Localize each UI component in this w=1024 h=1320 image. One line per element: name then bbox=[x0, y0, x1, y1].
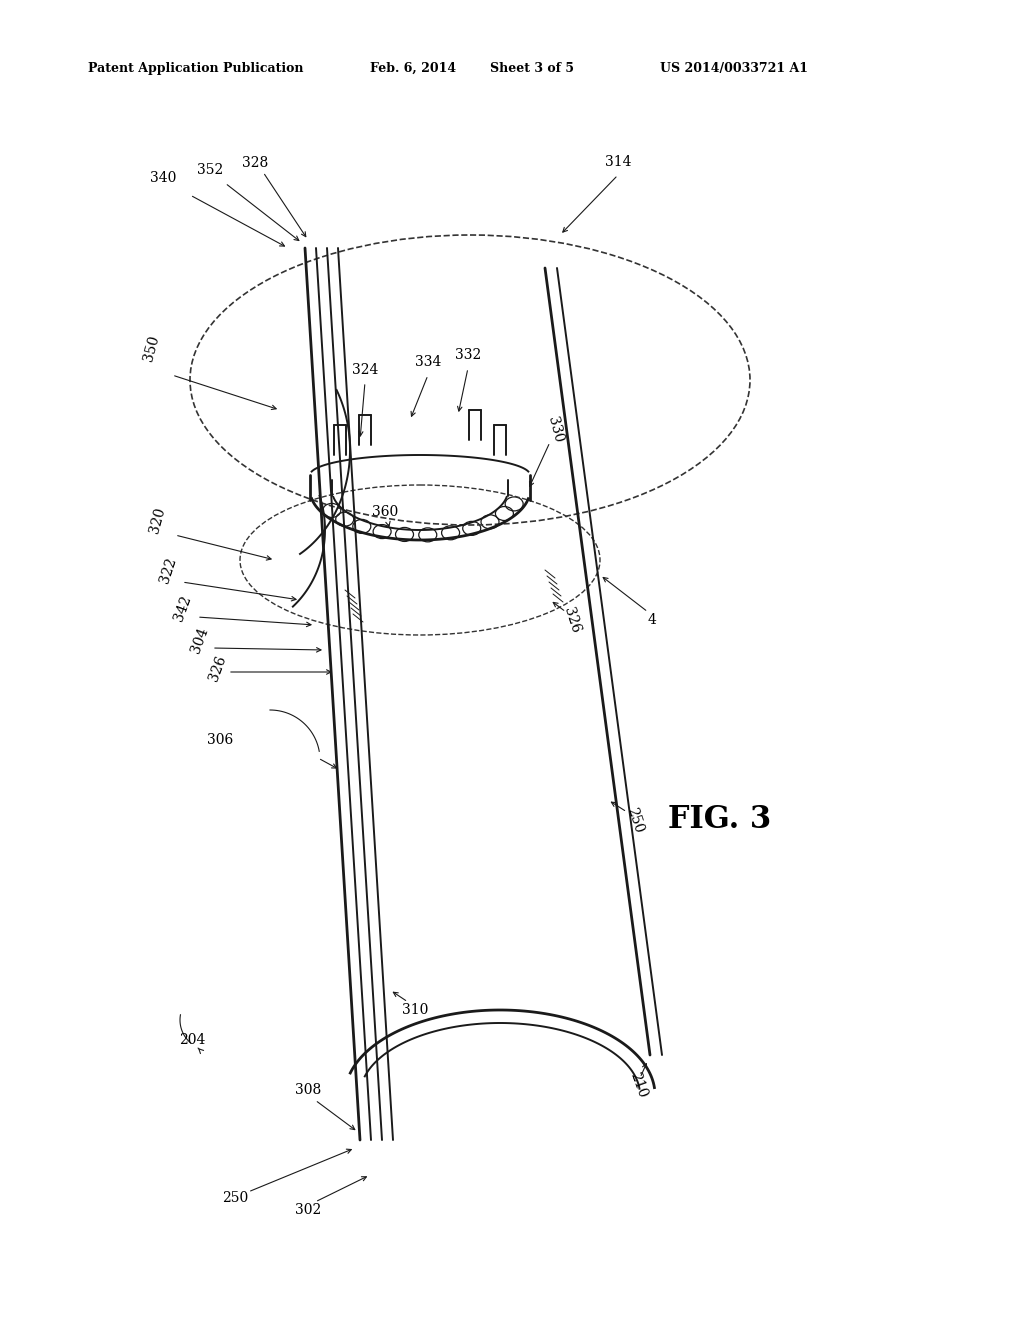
Text: 250: 250 bbox=[625, 805, 646, 834]
Text: 250: 250 bbox=[222, 1191, 248, 1205]
Text: 334: 334 bbox=[415, 355, 441, 370]
Text: 302: 302 bbox=[295, 1203, 322, 1217]
Text: 304: 304 bbox=[188, 626, 211, 655]
Text: 310: 310 bbox=[401, 1003, 428, 1016]
Text: 342: 342 bbox=[172, 593, 195, 623]
Text: 360: 360 bbox=[372, 506, 398, 519]
Text: FIG. 3: FIG. 3 bbox=[669, 804, 772, 836]
Text: 322: 322 bbox=[158, 556, 179, 585]
Text: US 2014/0033721 A1: US 2014/0033721 A1 bbox=[660, 62, 808, 75]
Text: 204: 204 bbox=[179, 1034, 205, 1047]
Text: Patent Application Publication: Patent Application Publication bbox=[88, 62, 303, 75]
Text: Feb. 6, 2014: Feb. 6, 2014 bbox=[370, 62, 456, 75]
Text: 320: 320 bbox=[147, 506, 168, 535]
Text: 350: 350 bbox=[142, 334, 162, 363]
Text: 308: 308 bbox=[295, 1082, 322, 1097]
Text: 340: 340 bbox=[150, 172, 176, 185]
Text: 210: 210 bbox=[627, 1071, 649, 1100]
Text: 306: 306 bbox=[207, 733, 233, 747]
Text: 326: 326 bbox=[207, 653, 229, 682]
Text: 332: 332 bbox=[455, 348, 481, 362]
Text: 330: 330 bbox=[545, 416, 565, 445]
Text: 314: 314 bbox=[605, 154, 631, 169]
Text: 326: 326 bbox=[561, 606, 583, 635]
Text: 328: 328 bbox=[242, 156, 268, 170]
Text: 4: 4 bbox=[647, 612, 656, 627]
Text: Sheet 3 of 5: Sheet 3 of 5 bbox=[490, 62, 574, 75]
Text: 352: 352 bbox=[197, 162, 223, 177]
Text: 324: 324 bbox=[352, 363, 378, 378]
